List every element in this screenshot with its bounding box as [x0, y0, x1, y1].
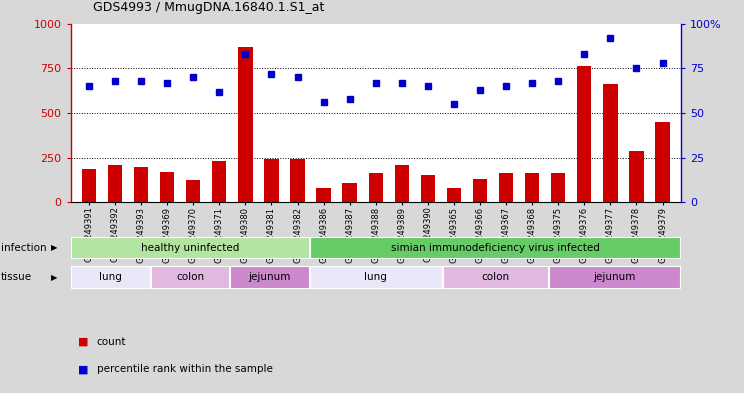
Text: colon: colon	[176, 272, 204, 282]
Bar	[551, 173, 565, 202]
Bar	[368, 173, 383, 202]
Bar	[310, 237, 680, 259]
Text: infection: infection	[1, 242, 46, 253]
Bar	[108, 165, 122, 202]
Bar	[316, 188, 331, 202]
Bar	[577, 66, 591, 202]
Text: healthy uninfected: healthy uninfected	[141, 242, 240, 253]
Bar	[603, 84, 618, 202]
Bar	[655, 122, 670, 202]
Bar	[71, 237, 309, 259]
Bar	[446, 188, 461, 202]
Bar	[71, 266, 150, 288]
Bar	[290, 160, 305, 202]
Text: count: count	[97, 337, 126, 347]
Bar	[310, 266, 441, 288]
Bar	[342, 183, 357, 202]
Text: ■: ■	[78, 364, 89, 375]
Text: simian immunodeficiency virus infected: simian immunodeficiency virus infected	[391, 242, 600, 253]
Text: ▶: ▶	[51, 243, 57, 252]
Text: colon: colon	[481, 272, 509, 282]
Bar	[264, 159, 278, 202]
Bar	[394, 165, 409, 202]
Bar	[443, 266, 548, 288]
Bar	[212, 161, 226, 202]
Text: percentile rank within the sample: percentile rank within the sample	[97, 364, 272, 375]
Text: lung: lung	[365, 272, 387, 282]
Bar	[525, 173, 539, 202]
Text: ■: ■	[78, 337, 89, 347]
Bar	[82, 169, 96, 202]
Bar	[548, 266, 680, 288]
Text: jejunum: jejunum	[248, 272, 291, 282]
Text: jejunum: jejunum	[593, 272, 635, 282]
Bar	[629, 151, 644, 202]
Text: lung: lung	[99, 272, 122, 282]
Text: GDS4993 / MmugDNA.16840.1.S1_at: GDS4993 / MmugDNA.16840.1.S1_at	[93, 1, 324, 14]
Bar	[499, 173, 513, 202]
Bar	[473, 179, 487, 202]
Text: ▶: ▶	[51, 273, 57, 281]
Bar	[134, 167, 148, 202]
Bar	[238, 47, 252, 202]
Bar	[231, 266, 309, 288]
Bar	[420, 174, 435, 202]
Bar	[160, 172, 174, 202]
Bar	[186, 180, 200, 202]
Bar	[151, 266, 229, 288]
Text: tissue: tissue	[1, 272, 32, 282]
